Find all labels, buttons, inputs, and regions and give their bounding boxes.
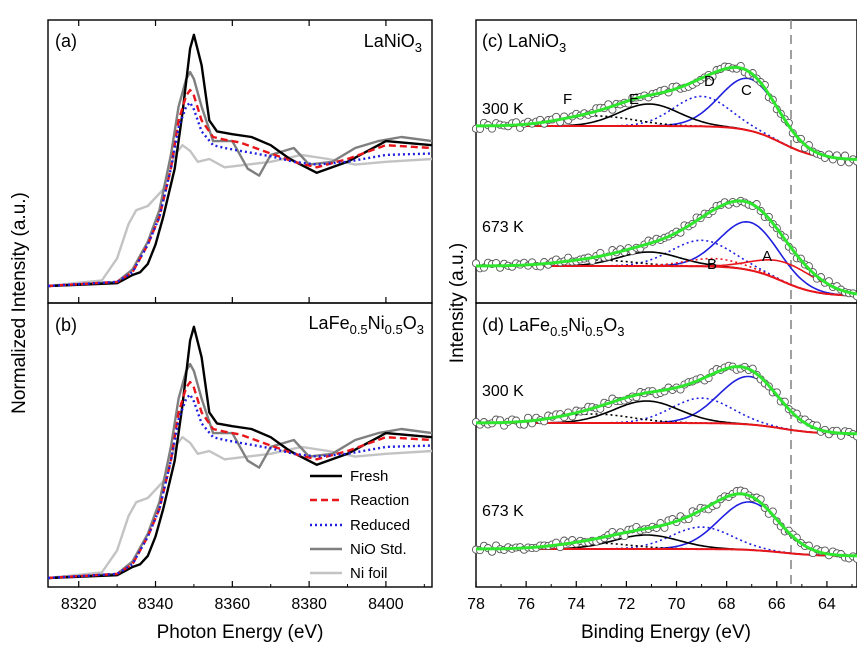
right-tick-label: 70 <box>668 596 686 613</box>
xps-component <box>476 95 857 161</box>
legend-label-nifoil: Ni foil <box>350 565 388 582</box>
xps-component <box>476 115 857 161</box>
right-tick-label: 76 <box>517 596 535 613</box>
left-tick-label: 8380 <box>291 596 327 613</box>
left-tick-label: 8360 <box>215 596 251 613</box>
right-tick-label: 68 <box>718 596 736 613</box>
xanes-b-nio-std <box>47 362 433 580</box>
legend-label-reaction: Reaction <box>350 492 409 509</box>
temp-label-d1: 300 K <box>482 383 524 400</box>
xanes-a-fresh <box>47 33 433 288</box>
panel-d-frame <box>475 302 857 588</box>
right-tick-label: 72 <box>617 596 635 613</box>
xanes-b-fresh <box>47 325 433 580</box>
legend-label-reduced: Reduced <box>350 517 410 534</box>
left-curves <box>47 33 433 580</box>
peak-label-a: A <box>762 248 772 265</box>
peak-label-c: C <box>741 82 752 99</box>
xanes-b-ni-foil <box>47 436 433 580</box>
xps-spectrum-4 <box>471 486 857 563</box>
xps-background <box>476 125 857 161</box>
temp-label-d2: 673 K <box>482 503 524 520</box>
xanes-a-ni-foil <box>47 143 433 288</box>
xps-component <box>476 257 857 297</box>
right-xlabel: Binding Energy (eV) <box>581 622 751 643</box>
xps-background <box>476 265 857 297</box>
xps-envelope <box>476 199 857 296</box>
ticks: 8320 8340 8360 8380 8400 78 76 74 72 70 68 66 64 <box>61 20 853 613</box>
legend-label-nio: NiO Std. <box>350 541 407 558</box>
panel-a-frame <box>47 19 433 304</box>
right-tick-label: 66 <box>768 596 786 613</box>
panel-c-label: (c) LaNiO3 <box>482 31 566 55</box>
right-tick-label: 64 <box>818 596 836 613</box>
temp-label-c2: 673 K <box>482 219 524 236</box>
peak-label-d: D <box>704 73 715 90</box>
left-xlabel: Photon Energy (eV) <box>157 622 324 643</box>
xps-envelope <box>476 365 857 436</box>
panel-b-sample: LaFe0.5Ni0.5O3 <box>309 313 424 337</box>
xanes-a-reduced <box>47 101 433 288</box>
xps-spectrum-1 <box>471 61 857 167</box>
xanes-a-reaction <box>47 88 433 288</box>
xanes-a-nio-std <box>47 70 433 288</box>
left-tick-label: 8340 <box>138 596 174 613</box>
xanes-b-reduced <box>47 393 433 580</box>
xps-spectrum-2 <box>471 196 857 301</box>
xps-component <box>476 413 857 435</box>
legend-label-fresh: Fresh <box>350 468 388 485</box>
right-ylabel: Intensity (a.u.) <box>447 243 468 363</box>
right-tick-label: 78 <box>467 596 485 613</box>
peak-label-b: B <box>707 256 717 273</box>
panel-b-tag: (b) <box>55 315 77 335</box>
left-tick-label: 8400 <box>368 596 404 613</box>
right-tick-label: 74 <box>567 596 585 613</box>
legend: Fresh Reaction Reduced NiO Std. Ni foil <box>310 468 410 582</box>
panel-a-sample: LaNiO3 <box>364 31 422 55</box>
panel-d-label: (d) LaFe0.5Ni0.5O3 <box>482 315 624 339</box>
peak-label-e: E <box>629 91 639 108</box>
left-ylabel: Normalized Intensity (a.u.) <box>9 192 30 414</box>
left-tick-label: 8320 <box>61 596 97 613</box>
xps-spectrum-3 <box>471 361 857 441</box>
xps-envelope <box>476 65 857 161</box>
peak-label-f: F <box>563 91 572 108</box>
right-curves <box>471 61 857 563</box>
xps-envelope <box>475 492 857 558</box>
panel-a-tag: (a) <box>55 31 77 51</box>
temp-label-c1: 300 K <box>482 101 524 118</box>
panel-b-frame <box>47 302 433 588</box>
xanes-b-reaction <box>47 380 433 580</box>
